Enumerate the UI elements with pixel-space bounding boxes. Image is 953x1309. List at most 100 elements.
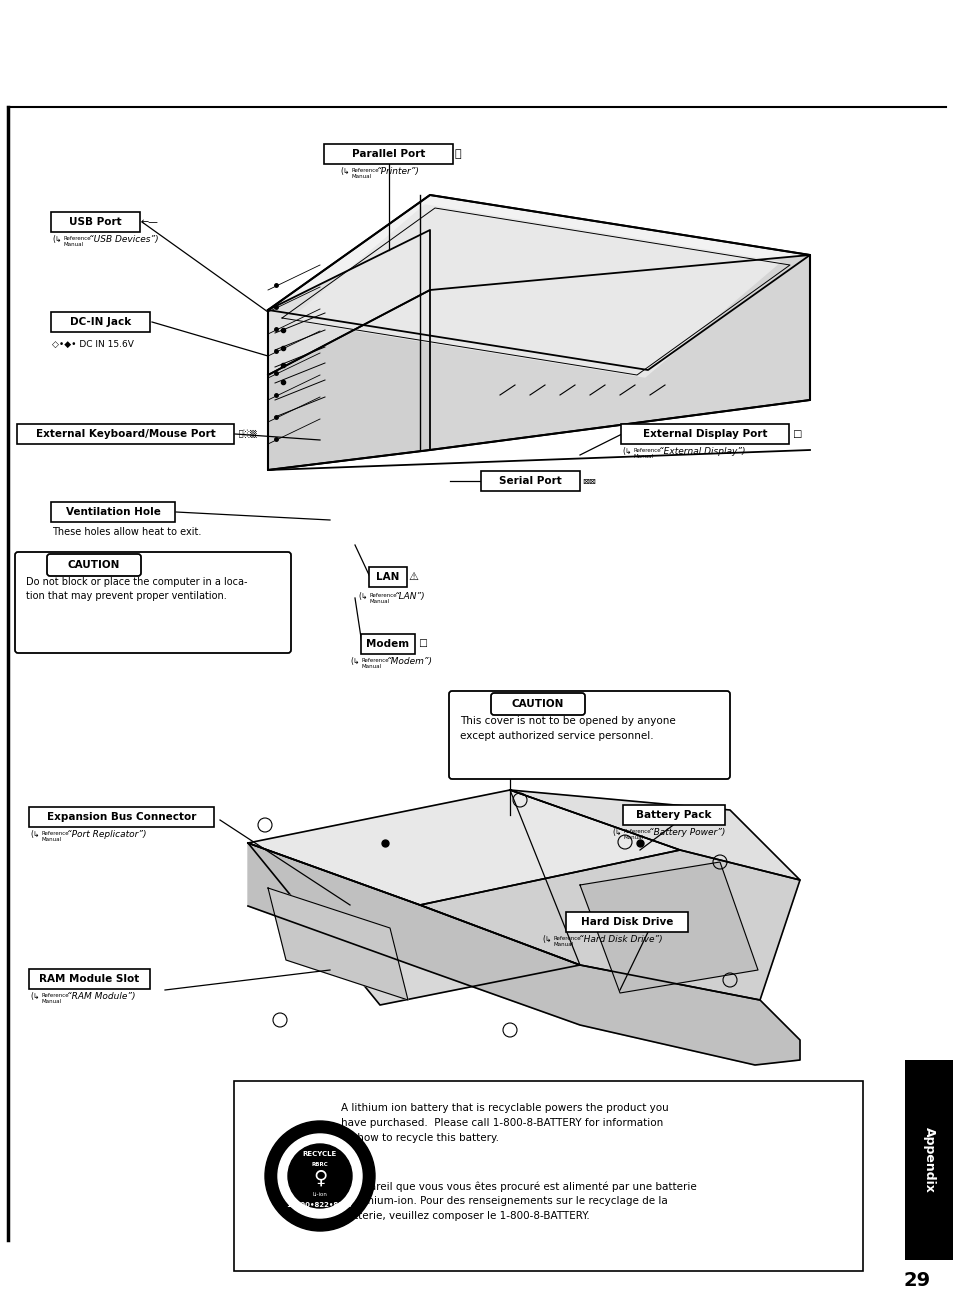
Text: Li-ion: Li-ion <box>313 1191 327 1196</box>
Text: Reference: Reference <box>42 831 70 836</box>
FancyBboxPatch shape <box>620 424 788 444</box>
Text: Manual: Manual <box>42 836 62 842</box>
Polygon shape <box>419 850 800 1000</box>
Text: Modem: Modem <box>366 639 409 649</box>
Text: CAUTION: CAUTION <box>68 560 120 569</box>
Text: Battery Pack: Battery Pack <box>636 810 711 819</box>
FancyBboxPatch shape <box>17 424 233 444</box>
Text: Do not block or place the computer in a loca-
tion that may prevent proper venti: Do not block or place the computer in a … <box>26 577 247 601</box>
Text: Manual: Manual <box>352 174 372 179</box>
Text: ♀: ♀ <box>313 1169 327 1187</box>
Polygon shape <box>248 843 579 1005</box>
Text: 1•800•822•8837: 1•800•822•8837 <box>286 1202 353 1208</box>
Text: (↳: (↳ <box>30 830 39 839</box>
Polygon shape <box>268 230 430 374</box>
Text: Manual: Manual <box>554 942 574 946</box>
Text: (↳: (↳ <box>52 236 61 243</box>
Text: Reference: Reference <box>623 829 651 834</box>
Text: “Hard Disk Drive”): “Hard Disk Drive”) <box>578 935 662 944</box>
Text: Ventilation Hole: Ventilation Hole <box>66 507 160 517</box>
Text: ☐: ☐ <box>416 639 428 649</box>
Text: ◇•◆• DC IN 15.6V: ◇•◆• DC IN 15.6V <box>52 340 133 350</box>
Circle shape <box>277 1134 361 1217</box>
Text: “Printer”): “Printer”) <box>376 168 419 175</box>
Text: Reference: Reference <box>42 994 70 997</box>
Polygon shape <box>268 888 408 1000</box>
Text: (↳: (↳ <box>612 829 620 836</box>
FancyBboxPatch shape <box>29 969 150 990</box>
FancyBboxPatch shape <box>51 212 140 232</box>
Text: “Port Replicator”): “Port Replicator”) <box>67 830 147 839</box>
Text: ⚠: ⚠ <box>408 572 417 583</box>
Text: Reference: Reference <box>634 448 661 453</box>
Text: Reference: Reference <box>361 658 389 662</box>
Text: Manual: Manual <box>623 835 643 840</box>
Text: □: □ <box>789 429 801 439</box>
FancyBboxPatch shape <box>233 1081 862 1271</box>
Text: CAUTION: CAUTION <box>511 699 563 709</box>
Text: (↳: (↳ <box>541 935 551 944</box>
Text: Serial Port: Serial Port <box>498 476 561 486</box>
Text: This cover is not to be opened by anyone
except authorized service personnel.: This cover is not to be opened by anyone… <box>459 716 675 741</box>
Text: ⊠⊠: ⊠⊠ <box>581 476 596 486</box>
Text: L’appareil que vous vous êtes procuré est alimenté par une batterie
au lithium-i: L’appareil que vous vous êtes procuré es… <box>340 1181 696 1221</box>
FancyBboxPatch shape <box>622 805 724 825</box>
Text: Reference: Reference <box>554 936 581 941</box>
Polygon shape <box>248 843 800 1066</box>
Text: External Keyboard/Mouse Port: External Keyboard/Mouse Port <box>35 429 215 439</box>
Circle shape <box>288 1144 352 1208</box>
FancyBboxPatch shape <box>51 312 150 332</box>
FancyBboxPatch shape <box>565 912 687 932</box>
Text: (↳: (↳ <box>339 168 349 175</box>
Text: “USB Devices”): “USB Devices”) <box>89 236 158 243</box>
Text: Reference: Reference <box>64 236 91 241</box>
FancyBboxPatch shape <box>491 692 584 715</box>
Text: LAN: LAN <box>375 572 399 583</box>
Text: RBRC: RBRC <box>312 1161 328 1166</box>
Polygon shape <box>248 791 679 905</box>
Text: USB Port: USB Port <box>70 217 122 226</box>
Text: ←—: ←— <box>141 217 159 226</box>
Text: “LAN”): “LAN”) <box>395 592 425 601</box>
Text: Manual: Manual <box>361 664 382 669</box>
FancyBboxPatch shape <box>360 634 415 654</box>
Circle shape <box>265 1121 375 1230</box>
Text: Appendix: Appendix <box>922 1127 935 1192</box>
Text: (↳: (↳ <box>621 446 631 456</box>
Text: ⎙: ⎙ <box>455 149 461 158</box>
Polygon shape <box>268 291 430 470</box>
FancyBboxPatch shape <box>51 501 174 522</box>
Text: 29: 29 <box>902 1271 929 1289</box>
FancyBboxPatch shape <box>29 808 213 827</box>
Text: “Modem”): “Modem”) <box>387 657 433 666</box>
Text: “Battery Power”): “Battery Power”) <box>648 829 724 836</box>
FancyBboxPatch shape <box>480 471 579 491</box>
Text: Reference: Reference <box>352 168 379 173</box>
FancyBboxPatch shape <box>449 691 729 779</box>
Text: DC-IN Jack: DC-IN Jack <box>70 317 131 327</box>
FancyBboxPatch shape <box>369 567 407 586</box>
Text: Hard Disk Drive: Hard Disk Drive <box>580 918 673 927</box>
Polygon shape <box>579 863 758 994</box>
Polygon shape <box>510 791 800 880</box>
Text: (↳: (↳ <box>357 592 367 601</box>
FancyBboxPatch shape <box>324 144 453 164</box>
Text: ⎕░▒: ⎕░▒ <box>235 429 256 439</box>
Text: RECYCLE: RECYCLE <box>302 1151 336 1157</box>
FancyBboxPatch shape <box>904 1060 953 1261</box>
Polygon shape <box>290 206 780 377</box>
Text: Manual: Manual <box>42 999 62 1004</box>
FancyBboxPatch shape <box>15 552 291 653</box>
Text: Manual: Manual <box>370 600 390 603</box>
Polygon shape <box>268 195 809 370</box>
Text: Manual: Manual <box>634 454 654 459</box>
Text: Parallel Port: Parallel Port <box>352 149 425 158</box>
Text: “External Display”): “External Display”) <box>659 446 744 456</box>
Text: (↳: (↳ <box>350 657 359 666</box>
Text: These holes allow heat to exit.: These holes allow heat to exit. <box>52 528 201 537</box>
Text: External Display Port: External Display Port <box>642 429 766 439</box>
Text: Expansion Bus Connector: Expansion Bus Connector <box>47 812 196 822</box>
Polygon shape <box>430 255 809 450</box>
Text: (↳: (↳ <box>30 992 39 1001</box>
Text: RAM Module Slot: RAM Module Slot <box>39 974 139 984</box>
